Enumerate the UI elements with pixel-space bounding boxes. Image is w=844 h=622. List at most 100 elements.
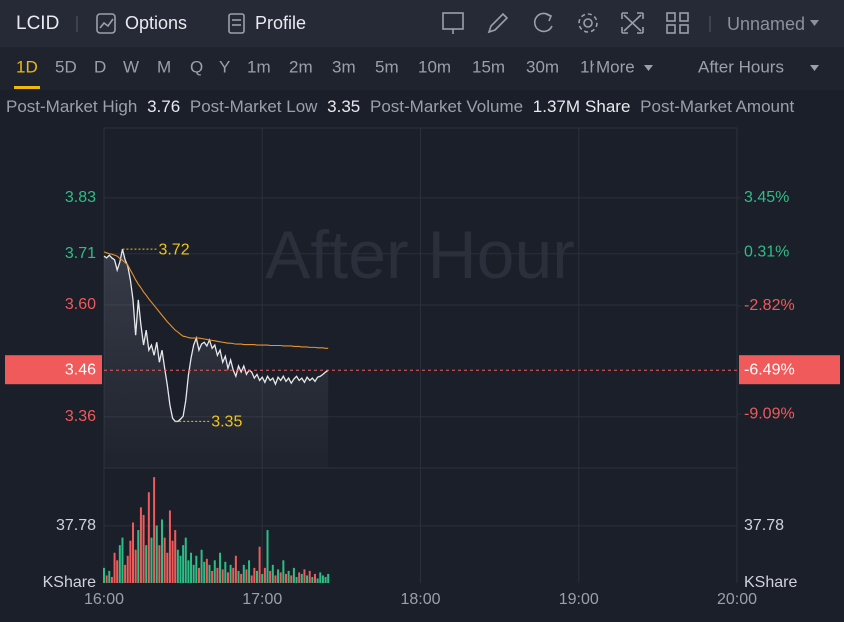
period-button[interactable]: W [123,57,139,76]
period-button[interactable]: Y [219,57,230,76]
volume-bar [224,561,227,583]
volume-bar [271,564,274,583]
dropdown-arrow [644,65,653,71]
volume-bar [295,576,298,583]
annotation-label: 3.72 [158,241,189,258]
period-button[interactable]: 10m [418,57,451,76]
stats-line: Post-Market High 3.76 Post-Market Low 3.… [6,97,794,116]
period-button[interactable]: 3m [332,57,356,76]
y-tick-label: 3.71 [65,245,96,262]
volume-bar [211,570,214,583]
volume-bar [179,555,182,583]
volume-bar [182,545,185,583]
tool-icons[interactable] [442,12,689,34]
volume-bar [155,525,158,583]
fullscreen-icon[interactable] [621,12,644,34]
y2-tick-label: 0.31% [744,243,789,260]
layout-icon[interactable] [666,12,676,22]
volume-bar [277,569,280,583]
period-button[interactable]: Q [190,57,203,76]
volume-bar [103,567,105,583]
volume-bar [124,564,127,583]
period-button[interactable]: M [157,57,171,76]
volume-unit: KShare [744,574,797,591]
average-line [103,251,329,349]
symbol[interactable]: LCID [16,13,59,34]
refresh-icon[interactable] [533,12,553,33]
volume-bar [229,564,232,583]
x-tick-label: 17:00 [242,591,282,608]
volume-bar [205,558,208,583]
volume-bar [150,537,153,583]
volume-bar [108,570,111,583]
period-button[interactable]: 5D [55,57,77,76]
volume-bar [118,545,121,583]
volume-bar [174,530,177,583]
period-button[interactable]: 2m [289,57,313,76]
period-button[interactable]: 5m [375,57,399,76]
volume-bar [126,555,129,583]
volume-bar [110,576,113,583]
volume-bar [147,492,150,583]
period-button[interactable]: 30m [526,57,559,76]
stat-unit: Share [585,97,630,116]
volume-bar [290,575,293,583]
volume-bar [213,560,216,583]
volume-bar [158,545,161,583]
stat-label: Post-Market High [6,97,137,116]
settings-icon[interactable] [583,18,593,28]
volume-bar [269,570,272,583]
volume-tick-label: 37.78 [744,517,784,534]
volume-bar [166,552,169,583]
profile-button[interactable]: Profile [255,13,306,33]
period-button[interactable]: 1D [16,57,38,76]
x-tick-label: 19:00 [559,591,599,608]
volume-bar [232,567,235,583]
period-button[interactable]: D [94,57,106,76]
session-selector[interactable]: After Hours [698,57,784,76]
x-tick-label: 20:00 [717,591,757,608]
top-bar [0,0,844,47]
volume-unit: KShare [43,574,96,591]
volume-bar [292,567,295,583]
volume-bar [208,564,211,583]
volume-bar [250,575,253,583]
y2-tick-label: -9.09% [744,405,795,422]
volume-bar [168,510,171,583]
volume-bar [258,546,261,583]
volume-bar [237,570,240,583]
layout-name[interactable]: Unnamed [727,14,805,34]
dropdown-arrow [810,65,819,71]
draw-icon[interactable] [487,12,509,34]
volume-bar [176,549,179,583]
x-tick-label: 16:00 [84,591,124,608]
volume-bar [195,555,198,583]
volume-bar [300,573,303,583]
last-change-label: -6.49% [744,361,795,378]
y-tick-label: 3.83 [65,189,96,206]
volume-bar [255,570,258,583]
volume-bar [184,537,187,583]
volume-bar [153,477,156,583]
options-button[interactable]: Options [125,13,187,33]
annotation-label: 3.35 [211,414,242,431]
volume-bar [261,573,264,583]
period-bar [0,47,844,90]
stat-value: 3.76 [147,97,180,116]
settings-icon [578,13,598,33]
y-tick-label: 3.36 [65,408,96,425]
period-button[interactable]: 1m [247,57,271,76]
volume-bar [116,560,119,583]
volume-bar [316,578,319,583]
volume-bar [203,561,206,583]
volume-bar [327,573,330,583]
y2-tick-label: 3.45% [744,189,789,206]
volume-bar [242,564,245,583]
more-button[interactable]: More [596,57,635,76]
stat-label: Post-Market Low [190,97,318,116]
volume-bar [284,573,287,583]
volume-bar [311,576,314,583]
volume-bar [197,567,200,583]
period-button[interactable]: 15m [472,57,505,76]
